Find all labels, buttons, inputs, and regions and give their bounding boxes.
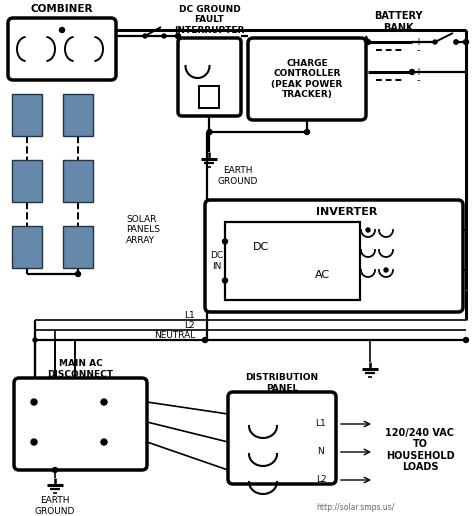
Text: http://solar.smps.us/: http://solar.smps.us/: [316, 504, 394, 512]
FancyBboxPatch shape: [8, 18, 116, 80]
Text: EARTH
GROUND: EARTH GROUND: [35, 496, 75, 515]
Circle shape: [222, 278, 228, 283]
Text: L1: L1: [184, 311, 195, 319]
Text: COMBINER: COMBINER: [31, 4, 93, 14]
Text: DC: DC: [253, 242, 270, 252]
Circle shape: [31, 439, 37, 445]
Circle shape: [410, 70, 414, 74]
Circle shape: [365, 40, 371, 44]
Bar: [63, 160, 93, 202]
Circle shape: [53, 467, 57, 473]
Circle shape: [304, 130, 310, 135]
Circle shape: [222, 239, 228, 244]
Text: MAIN AC
DISCONNECT: MAIN AC DISCONNECT: [47, 359, 113, 379]
Text: DISTRIBUTION
PANEL: DISTRIBUTION PANEL: [246, 373, 319, 393]
Circle shape: [464, 40, 468, 44]
FancyBboxPatch shape: [14, 378, 147, 470]
Circle shape: [143, 34, 147, 38]
Circle shape: [101, 439, 107, 445]
FancyBboxPatch shape: [248, 38, 366, 120]
Text: N: N: [318, 447, 324, 457]
Text: DC GROUND
FAULT
INTERRUPTER: DC GROUND FAULT INTERRUPTER: [174, 5, 245, 35]
Circle shape: [454, 40, 458, 44]
Text: CHARGE
CONTROLLER
(PEAK POWER
TRACKER): CHARGE CONTROLLER (PEAK POWER TRACKER): [272, 59, 343, 99]
FancyBboxPatch shape: [228, 392, 336, 484]
Circle shape: [175, 34, 181, 39]
Circle shape: [202, 337, 208, 343]
Text: EARTH
GROUND: EARTH GROUND: [217, 166, 258, 186]
Circle shape: [60, 27, 64, 33]
Bar: [12, 94, 42, 136]
Bar: [63, 94, 93, 136]
Text: +: +: [414, 67, 422, 77]
Circle shape: [75, 271, 81, 277]
Text: AC: AC: [315, 270, 330, 280]
Text: L2: L2: [184, 320, 195, 330]
Text: 120/240 VAC
TO
HOUSEHOLD
LOADS: 120/240 VAC TO HOUSEHOLD LOADS: [385, 428, 455, 473]
Bar: [12, 160, 42, 202]
Bar: [200, 86, 219, 108]
Text: NEUTRAL: NEUTRAL: [154, 331, 195, 340]
Text: L1: L1: [316, 420, 327, 428]
Circle shape: [366, 228, 370, 232]
Circle shape: [454, 40, 458, 44]
Text: L2: L2: [316, 476, 326, 485]
Text: -: -: [416, 45, 420, 55]
Circle shape: [31, 399, 37, 405]
Circle shape: [33, 338, 37, 342]
Circle shape: [101, 399, 107, 405]
Circle shape: [162, 34, 166, 38]
Text: INVERTER: INVERTER: [316, 207, 378, 217]
Bar: [225, 222, 360, 300]
Bar: [63, 226, 93, 268]
Circle shape: [464, 337, 468, 343]
Text: DC
IN: DC IN: [210, 251, 224, 271]
FancyBboxPatch shape: [178, 38, 241, 116]
Circle shape: [384, 268, 388, 272]
Bar: [12, 226, 42, 268]
Text: +: +: [414, 37, 422, 47]
Text: BATTERY
BANK: BATTERY BANK: [374, 11, 422, 33]
Circle shape: [207, 130, 212, 135]
Text: SOLAR
PANELS
ARRAY: SOLAR PANELS ARRAY: [126, 215, 160, 245]
Text: -: -: [416, 75, 420, 85]
FancyBboxPatch shape: [205, 200, 463, 312]
Circle shape: [433, 40, 437, 44]
